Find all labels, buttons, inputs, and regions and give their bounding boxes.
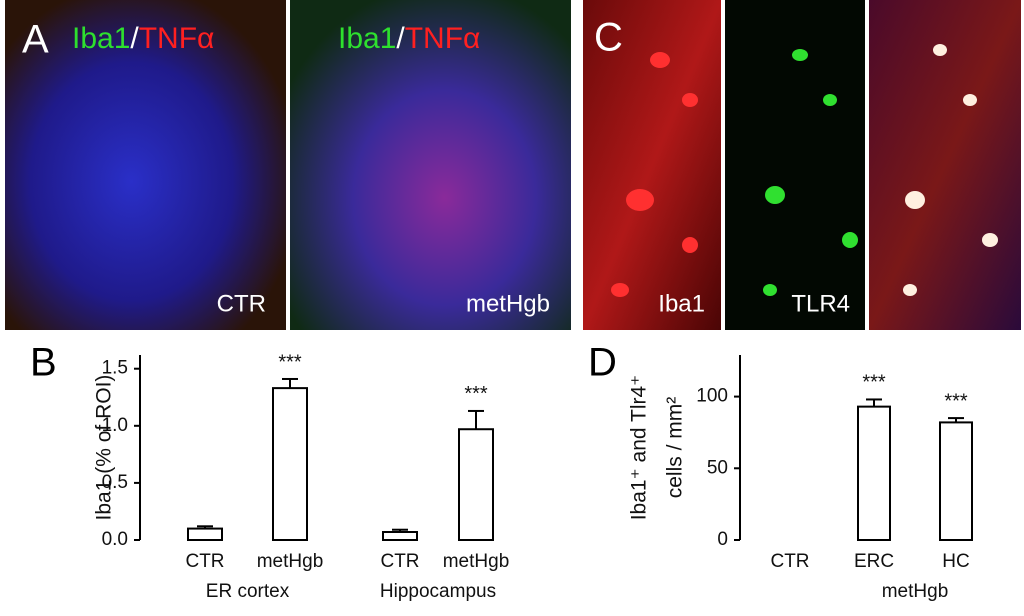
x-tick-label: ERC [854,551,894,572]
panel-letter: D [588,341,617,385]
x-tick-label: CTR [185,551,224,572]
cells [611,52,698,297]
panel-letter: C [594,16,623,60]
cells [903,44,998,296]
micrograph [725,0,865,330]
stain-label: Iba1/TNFα [338,22,480,55]
stain: Iba1 [338,22,396,55]
image-label: TLR4 [791,290,850,317]
x-tick-label: metHgb [257,551,324,572]
panel-letter: B [30,341,57,385]
bar [939,421,973,542]
significance: *** [862,372,886,394]
bar [458,428,494,541]
bar [857,405,891,541]
group-label: Hippocampus [380,581,496,602]
panel-letter: A [22,18,49,62]
y-tick-label: 0.5 [102,472,128,493]
significance: *** [278,351,302,373]
stain: / [396,22,405,55]
x-tick-label: HC [942,551,969,572]
micrograph [5,0,286,330]
stain: TNFα [139,22,215,55]
x-tick-label: CTR [380,551,419,572]
bar [382,531,418,541]
y-axis-label: Iba1 (% of ROI) [93,375,116,521]
image-label: CTR [217,290,266,317]
bar [187,527,223,542]
y-axis-label: cells / mm² [664,397,687,499]
y-tick-label: 50 [707,457,728,478]
stain: Iba1 [72,22,130,55]
cells [763,49,858,296]
y-tick-label: 0 [717,529,728,550]
y-tick-label: 1.5 [102,358,128,379]
stain: / [130,22,139,55]
micrograph [583,0,721,330]
y-axis-label: Iba1⁺ and Tlr4⁺ [628,375,651,521]
y-tick-label: 0.0 [102,529,128,550]
micrograph [290,0,571,330]
panel-a: A Iba1/TNFα Iba1/TNFα CTR metHgb [5,0,571,330]
panel-c: C Iba1 TLR4 [583,0,1021,330]
micrograph [869,0,1021,330]
stain: TNFα [405,22,481,55]
x-tick-label: CTR [770,551,809,572]
group-label: ER cortex [206,581,290,602]
bar [272,387,308,541]
image-label: metHgb [466,290,550,317]
significance: *** [944,390,968,412]
y-tick-label: 1.0 [102,415,128,436]
y-tick-label: 100 [696,386,728,407]
x-tick-label: metHgb [443,551,510,572]
group-label: metHgb [882,581,949,602]
image-label: Iba1 [658,290,705,317]
significance: *** [464,383,488,405]
stain-label: Iba1/TNFα [72,22,214,55]
